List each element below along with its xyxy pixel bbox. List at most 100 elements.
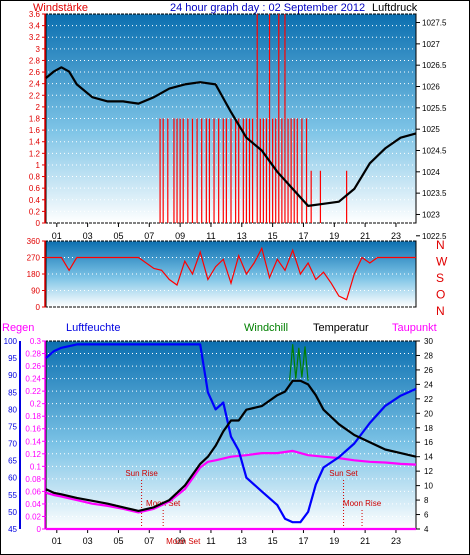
left-axis-label: Windstärke bbox=[33, 2, 88, 14]
rain-tick-label: 0.02 bbox=[25, 512, 41, 521]
humidity-tick-label: 65 bbox=[8, 457, 17, 466]
x-tick-label: 15 bbox=[268, 231, 278, 241]
legend-luftfeuchte: Luftfeuchte bbox=[66, 322, 120, 334]
compass-label: S bbox=[436, 271, 444, 285]
rain-tick-label: 0.04 bbox=[25, 500, 41, 509]
legend-taupunkt: Taupunkt bbox=[392, 322, 437, 334]
temp-tick-label: 4 bbox=[424, 525, 429, 534]
compass-label: W bbox=[436, 255, 448, 269]
left-tick-label: 2 bbox=[36, 103, 41, 112]
rain-tick-label: 0.28 bbox=[25, 350, 41, 359]
left-tick-label: 1.2 bbox=[29, 149, 41, 158]
x-tick-label: 13 bbox=[237, 231, 247, 241]
compass-label: O bbox=[436, 288, 445, 302]
annotation-label: Moon Rise bbox=[343, 499, 382, 508]
left-tick-label: 0 bbox=[36, 303, 41, 312]
right-tick-label: 1023.5 bbox=[422, 189, 447, 198]
x-tick-label: 11 bbox=[206, 536, 215, 546]
left-tick-label: 3.6 bbox=[29, 10, 41, 19]
luftdruck-line bbox=[45, 66, 417, 207]
x-tick-label: 23 bbox=[391, 231, 401, 241]
x-tick-label: 21 bbox=[360, 536, 370, 546]
humidity-tick-label: 45 bbox=[8, 525, 17, 534]
temp-tick-label: 12 bbox=[424, 467, 433, 476]
left-tick-label: 90 bbox=[31, 287, 40, 296]
temp-tick-label: 20 bbox=[424, 409, 433, 418]
right-tick-label: 1023 bbox=[422, 210, 440, 219]
humidity-tick-label: 70 bbox=[8, 440, 17, 449]
rain-tick-label: 0.12 bbox=[25, 450, 41, 459]
x-tick-label: 09 bbox=[175, 536, 185, 546]
rain-tick-label: 0.18 bbox=[25, 412, 41, 421]
rain-tick-label: 0.06 bbox=[25, 487, 41, 496]
windchill-line bbox=[289, 344, 309, 381]
x-tick-label: 05 bbox=[113, 536, 123, 546]
left-tick-label: 2.8 bbox=[29, 56, 41, 65]
temp-tick-label: 8 bbox=[424, 496, 429, 505]
humidity-tick-label: 55 bbox=[8, 491, 17, 500]
humidity-tick-label: 95 bbox=[8, 354, 17, 363]
x-tick-label: 17 bbox=[298, 536, 308, 546]
x-tick-label: 01 bbox=[52, 536, 62, 546]
windrichtung-line bbox=[46, 246, 416, 301]
x-tick-label: 19 bbox=[329, 231, 339, 241]
x-tick-label: 17 bbox=[298, 231, 308, 241]
humidity-tick-label: 50 bbox=[8, 508, 17, 517]
humidity-tick-label: 100 bbox=[4, 337, 18, 346]
right-tick-label: 1022.5 bbox=[422, 232, 447, 241]
right-tick-label: 1025.5 bbox=[422, 104, 447, 113]
compass-label: N bbox=[436, 238, 445, 252]
rain-tick-label: 0 bbox=[37, 525, 42, 534]
temp-tick-label: 26 bbox=[424, 366, 433, 375]
x-tick-label: 19 bbox=[329, 536, 339, 546]
temp-tick-label: 24 bbox=[424, 380, 433, 389]
temp-tick-label: 18 bbox=[424, 424, 433, 433]
x-tick-label: 15 bbox=[268, 536, 278, 546]
x-tick-label: 03 bbox=[83, 536, 93, 546]
x-tick-label: 05 bbox=[113, 231, 123, 241]
x-tick-label: 09 bbox=[175, 231, 185, 241]
x-tick-label: 21 bbox=[360, 231, 370, 241]
left-tick-label: 3.2 bbox=[29, 33, 41, 42]
left-tick-label: 0 bbox=[36, 219, 41, 228]
humidity-tick-label: 90 bbox=[8, 371, 17, 380]
left-tick-label: 1.6 bbox=[29, 126, 41, 135]
left-tick-label: 270 bbox=[27, 254, 41, 263]
left-tick-label: 2.6 bbox=[29, 68, 41, 77]
humidity-tick-label: 75 bbox=[8, 422, 17, 431]
x-tick-label: 07 bbox=[144, 231, 154, 241]
humidity-tick-label: 80 bbox=[8, 405, 17, 414]
rain-tick-label: 0.16 bbox=[25, 425, 41, 434]
right-tick-label: 1026 bbox=[422, 83, 440, 92]
left-tick-label: 0.8 bbox=[29, 173, 41, 182]
legend-regen: Regen bbox=[2, 322, 34, 334]
x-tick-label: 13 bbox=[237, 536, 247, 546]
right-axis-label: Luftdruck bbox=[372, 2, 418, 14]
left-tick-label: 180 bbox=[27, 270, 41, 279]
rain-tick-label: 0.2 bbox=[30, 400, 42, 409]
left-tick-label: 1.4 bbox=[29, 138, 41, 147]
left-tick-label: 0.4 bbox=[29, 196, 41, 205]
x-tick-label: 11 bbox=[206, 231, 215, 241]
humidity-tick-label: 60 bbox=[8, 474, 17, 483]
temp-tick-label: 10 bbox=[424, 482, 433, 491]
temp-tick-label: 14 bbox=[424, 453, 433, 462]
chart-title: 24 hour graph day : 02 September 2012 bbox=[170, 2, 365, 14]
temp-tick-label: 30 bbox=[424, 337, 433, 346]
rain-tick-label: 0.1 bbox=[30, 462, 42, 471]
left-tick-label: 0.2 bbox=[29, 207, 41, 216]
compass-label: N bbox=[436, 304, 445, 318]
x-tick-label: 03 bbox=[83, 231, 93, 241]
left-tick-label: 2.2 bbox=[29, 91, 41, 100]
rain-tick-label: 0.08 bbox=[25, 475, 41, 484]
left-tick-label: 3.4 bbox=[29, 22, 41, 31]
left-tick-label: 0.6 bbox=[29, 184, 41, 193]
annotation-label: Sun Rise bbox=[125, 469, 158, 478]
legend-windchill: Windchill bbox=[244, 322, 288, 334]
right-tick-label: 1027.5 bbox=[422, 19, 447, 28]
rain-tick-label: 0.24 bbox=[25, 375, 41, 384]
x-tick-label: 07 bbox=[144, 536, 154, 546]
humidity-tick-label: 85 bbox=[8, 388, 17, 397]
left-tick-label: 1 bbox=[36, 161, 41, 170]
